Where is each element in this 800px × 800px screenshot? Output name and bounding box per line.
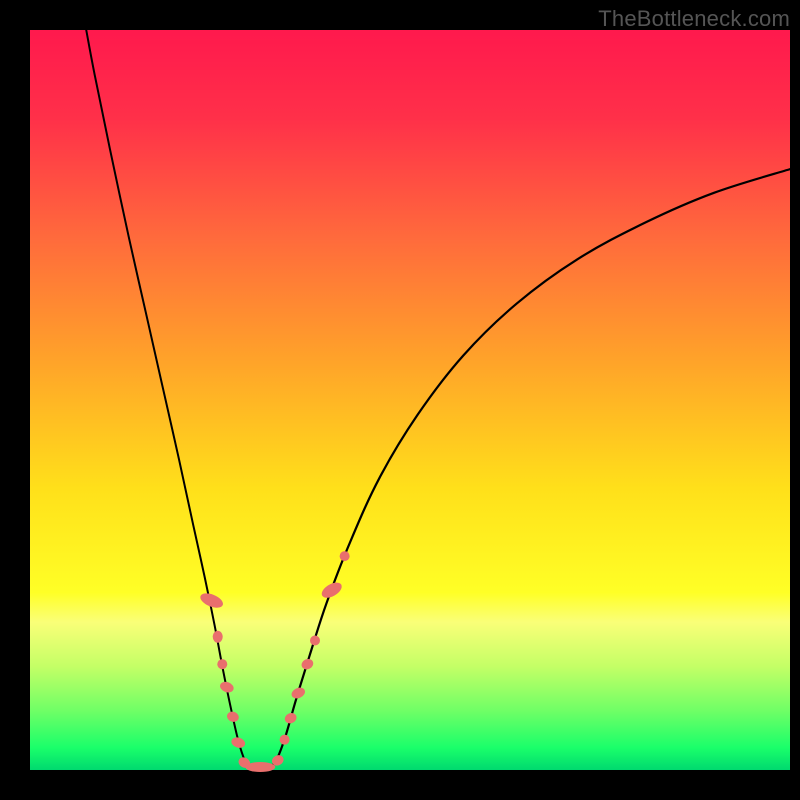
chart-plot-area: [30, 30, 790, 770]
data-dot: [213, 631, 223, 643]
data-dot: [280, 735, 290, 745]
chart-container: TheBottleneck.com: [0, 0, 800, 800]
data-dot: [217, 659, 227, 669]
bottleneck-chart: [0, 0, 800, 800]
watermark-label: TheBottleneck.com: [598, 6, 790, 32]
data-dot: [310, 636, 320, 646]
data-dot: [340, 551, 350, 561]
bottom-pill: [245, 762, 275, 772]
